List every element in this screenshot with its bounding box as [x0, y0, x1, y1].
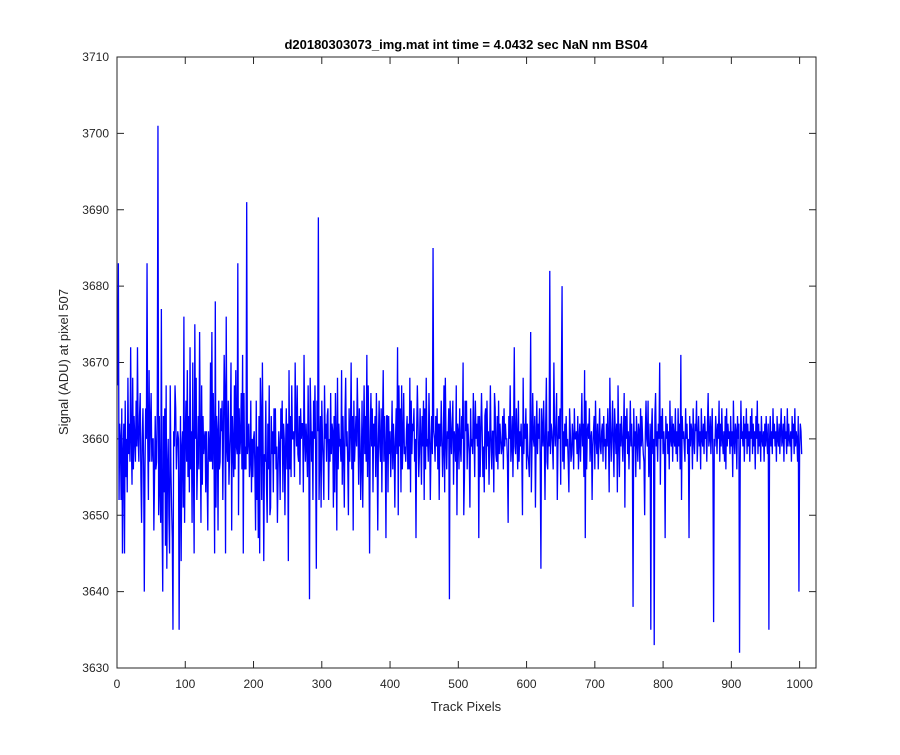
x-tick-label: 1000 [786, 677, 813, 691]
x-tick-label: 500 [448, 677, 468, 691]
plot-area-frame [116, 56, 817, 669]
x-tick-label: 700 [585, 677, 605, 691]
y-tick-label: 3690 [82, 203, 109, 217]
x-tick-label: 900 [721, 677, 741, 691]
y-tick-label: 3670 [82, 356, 109, 370]
y-tick-label: 3640 [82, 585, 109, 599]
y-tick-label: 3710 [82, 50, 109, 64]
x-tick-label: 100 [175, 677, 195, 691]
y-tick-label: 3680 [82, 279, 109, 293]
plot-area-background [117, 57, 816, 668]
chart-title: d20180303073_img.mat int time = 4.0432 s… [284, 37, 648, 52]
y-tick-label: 3650 [82, 508, 109, 522]
x-tick-label: 200 [244, 677, 264, 691]
y-tick-label: 3660 [82, 432, 109, 446]
y-tick-label: 3700 [82, 126, 109, 140]
series-line-0 [117, 125, 803, 653]
x-tick-label: 0 [114, 677, 121, 691]
x-tick-label: 300 [312, 677, 332, 691]
x-tick-label: 600 [517, 677, 537, 691]
x-tick-label: 400 [380, 677, 400, 691]
y-tick-label: 3630 [82, 661, 109, 675]
x-tick-label: 800 [653, 677, 673, 691]
x-axis-label: Track Pixels [431, 699, 502, 714]
y-axis-label: Signal (ADU) at pixel 507 [56, 289, 71, 435]
series-group [117, 125, 803, 653]
axis-tick-labels: 0 100 200 300 400 500 600 700 800 900 1000 3630 3640… [82, 50, 813, 691]
